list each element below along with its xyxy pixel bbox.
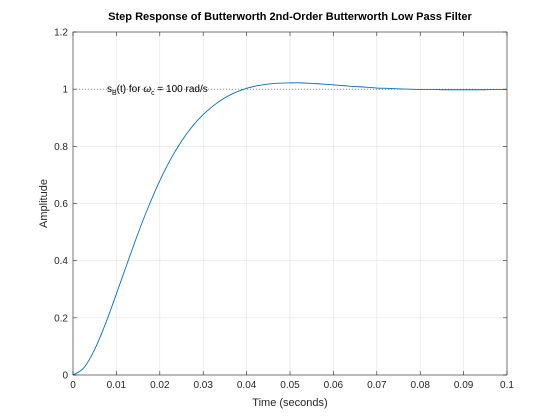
y-tick-label: 1 — [62, 85, 68, 96]
y-tick-label: 0.4 — [54, 256, 68, 267]
y-tick-label: 0.8 — [54, 142, 68, 153]
x-tick-label: 0.07 — [367, 380, 387, 391]
chart-title: Step Response of Butterworth 2nd-Order B… — [108, 11, 472, 23]
x-tick-label: 0.02 — [150, 380, 170, 391]
x-tick-label: 0.04 — [237, 380, 257, 391]
annotation-omega: ω — [143, 84, 151, 95]
annotation-s-subscript: B — [112, 90, 117, 97]
axis-ticks: 0 0.01 0.02 0.03 0.04 0.05 0.06 0.07 0.08 0.09 0.1… — [54, 28, 514, 392]
x-tick-label: 0.01 — [107, 380, 127, 391]
x-tick-label: 0.1 — [500, 380, 514, 391]
x-tick-label: 0.08 — [410, 380, 430, 391]
y-tick-label: 0 — [62, 371, 68, 382]
x-axis-label: Time (seconds) — [252, 397, 327, 409]
y-tick-label: 0.2 — [54, 313, 68, 324]
x-tick-label: 0 — [70, 380, 76, 391]
annotation-omega-subscript: c — [151, 90, 155, 97]
y-tick-label: 1.2 — [54, 28, 68, 39]
curve-annotation: sB(t) for ωc = 100 rad/s — [107, 84, 208, 97]
x-tick-label: 0.06 — [324, 380, 344, 391]
x-tick-label: 0.03 — [193, 380, 213, 391]
x-tick-label: 0.09 — [454, 380, 474, 391]
y-axis-label: Amplitude — [38, 179, 50, 228]
annotation-mid: (t) for — [117, 84, 144, 95]
annotation-tail: = 100 rad/s — [155, 84, 208, 95]
y-tick-label: 0.6 — [54, 199, 68, 210]
x-tick-label: 0.05 — [280, 380, 300, 391]
series-line-step-response — [72, 82, 508, 376]
annotation-s: s — [107, 84, 112, 95]
